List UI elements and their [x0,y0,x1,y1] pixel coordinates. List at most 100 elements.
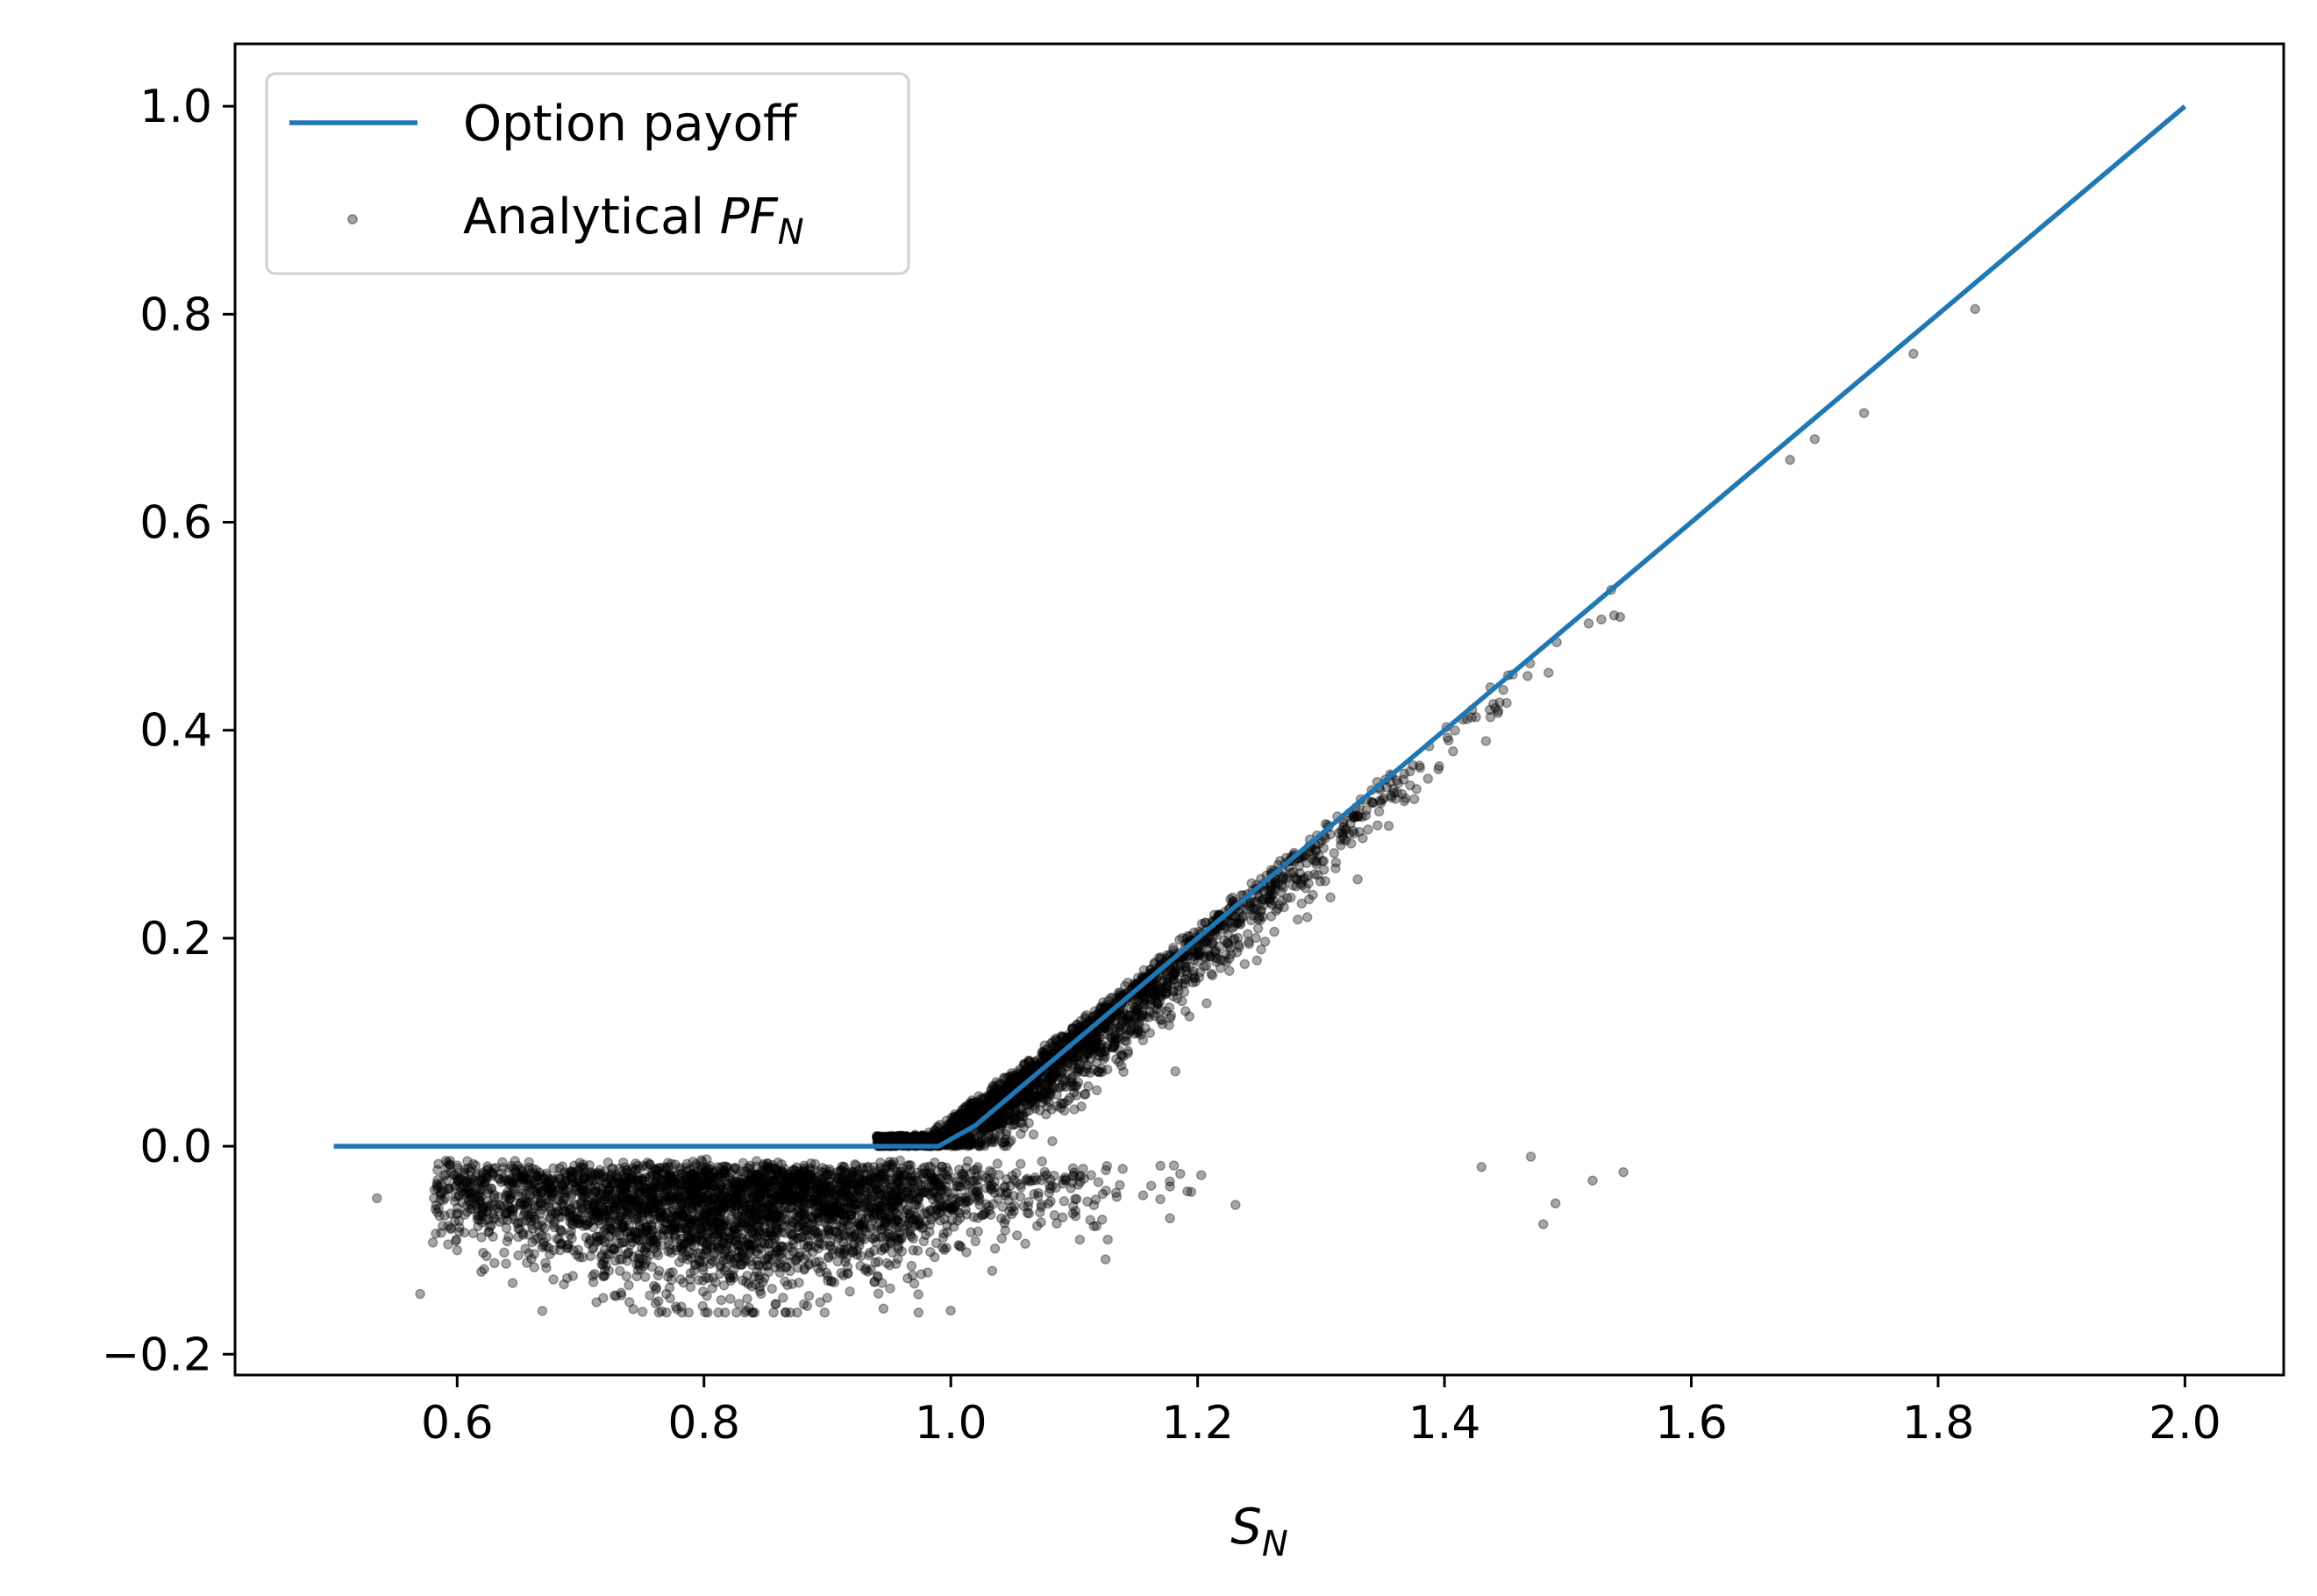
scatter-point [1119,1036,1130,1046]
scatter-point [1160,983,1171,994]
scatter-point [929,1129,939,1139]
scatter-point [872,1130,882,1142]
scatter-point [548,1274,559,1285]
scatter-point [766,1283,778,1294]
scatter-point [1048,1043,1059,1053]
scatter-point [1005,1107,1016,1118]
scatter-point [756,1288,766,1300]
scatter-point [982,1096,994,1107]
scatter-point [1348,812,1358,823]
scatter-point [1018,1096,1030,1108]
scatter-point [1047,1136,1058,1147]
scatter-point [1300,873,1310,883]
scatter-point [1016,1158,1026,1170]
scatter-point [1129,1003,1140,1015]
scatter-point [1393,778,1404,788]
scatter-point [1065,1093,1075,1103]
scatter-series-analytical-pf [372,303,1980,1318]
scatter-point [1089,1006,1100,1016]
scatter-point [1522,671,1533,681]
scatter-point [1256,944,1266,955]
scatter-point [1134,1011,1144,1022]
scatter-point [1252,923,1264,934]
scatter-point [1189,973,1200,984]
scatter-point [1028,1129,1039,1140]
scatter-point [1161,987,1173,998]
scatter-point [989,1243,1001,1254]
scatter-point [957,1119,968,1129]
scatter-point [935,1131,946,1143]
scatter-point [1000,1225,1010,1236]
scatter-point [1056,1038,1066,1049]
scatter-point [997,1137,1008,1148]
scatter-point [1333,828,1344,838]
scatter-point [995,1123,1005,1134]
scatter-point [1202,934,1214,944]
scatter-point [965,1107,976,1118]
scatter-point [1330,863,1341,873]
scatter-point [1029,1085,1039,1096]
scatter-point [1164,1020,1174,1030]
scatter-point [1415,762,1426,773]
scatter-point [1067,1023,1078,1035]
scatter-point [1030,1077,1042,1088]
scatter-point [1218,955,1230,965]
scatter-point [1233,907,1244,917]
scatter-point [1038,1050,1050,1061]
scatter-point [937,1126,947,1137]
scatter-point [1144,983,1156,994]
scatter-point [1066,1072,1078,1083]
scatter-point [1193,957,1203,967]
scatter-point [489,1258,500,1269]
scatter-point [1388,787,1400,798]
scatter-point [1084,1015,1095,1026]
scatter-point [1320,876,1330,887]
scatter-point [1123,1045,1134,1057]
scatter-point [1188,973,1200,983]
scatter-point [963,1110,973,1121]
scatter-point [1148,980,1159,991]
scatter-point [1096,1047,1107,1058]
scatter-point [503,1231,514,1243]
scatter-point [1016,1117,1028,1129]
scatter-point [1215,963,1226,973]
scatter-point [1386,792,1397,803]
scatter-point [973,1096,984,1107]
scatter-point [1243,929,1253,939]
scatter-point [1162,977,1173,987]
scatter-point [977,1126,987,1137]
scatter-point [1352,810,1363,822]
scatter-point [1493,708,1503,718]
scatter-point [1038,1093,1049,1104]
scatter-point [976,1105,987,1116]
scatter-point [1314,850,1324,861]
scatter-point [905,1133,916,1144]
scatter-point [896,1130,907,1142]
scatter-point [1095,1004,1106,1015]
scatter-point [1144,1028,1156,1038]
scatter-point [1277,895,1287,907]
scatter-point [966,1135,976,1146]
scatter-point [913,1289,923,1300]
scatter-point [962,1106,973,1116]
scatter-point [1206,968,1216,980]
scatter-point [1177,995,1187,1007]
scatter-point [1045,1038,1056,1049]
scatter-point [1498,684,1508,695]
scatter-point [725,1293,736,1304]
scatter-point [996,1121,1007,1131]
scatter-point [1309,869,1320,880]
scatter-point [1096,1039,1108,1050]
scatter-point [1223,937,1234,948]
scatter-point [1225,894,1236,905]
scatter-point [1170,1065,1180,1077]
scatter-point [986,1086,996,1096]
scatter-point [991,1087,1002,1097]
scatter-point [1336,825,1347,836]
scatter-point [825,1241,836,1252]
scatter-point [1109,1039,1121,1051]
scatter-point [1301,912,1313,923]
scatter-point [962,1156,973,1166]
scatter-point [1094,1002,1106,1013]
scatter-point [537,1306,548,1316]
